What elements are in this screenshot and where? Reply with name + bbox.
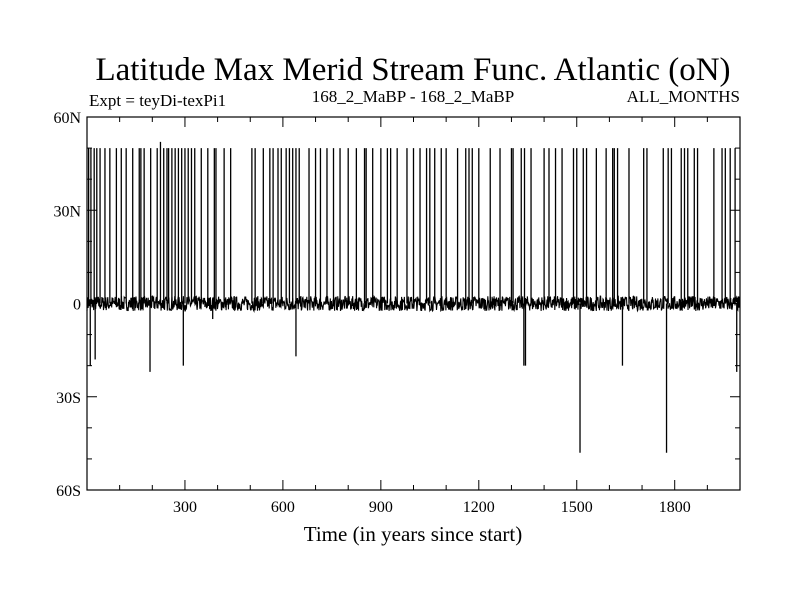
plot-data	[86, 141, 741, 453]
x-axis-label: Time (in years since start)	[304, 522, 523, 546]
series-baseline	[86, 294, 741, 314]
x-tick-label: 1500	[561, 499, 593, 516]
chart-title: Latitude Max Merid Stream Func. Atlantic…	[95, 52, 730, 88]
y-tick-label: 60S	[56, 483, 81, 500]
x-tick-label: 1200	[463, 499, 495, 516]
chart-subtitle-left: Expt = teyDi-texPi1	[89, 91, 226, 110]
chart-subtitle-center: 168_2_MaBP - 168_2_MaBP	[312, 87, 514, 106]
y-tick-label: 30N	[53, 203, 81, 220]
x-tick-label: 1800	[659, 499, 691, 516]
y-tick-label: 60N	[53, 110, 81, 127]
x-tick-label: 300	[173, 499, 197, 516]
x-tick-label: 600	[271, 499, 295, 516]
y-tick-label: 0	[73, 297, 81, 314]
axis-ticks: 300 600 900 1200 1500 1800 60S 30S 0 30N 60N	[53, 110, 740, 516]
x-tick-label: 900	[369, 499, 393, 516]
chart-subtitle-right: ALL_MONTHS	[627, 87, 740, 106]
y-tick-label: 30S	[56, 390, 81, 407]
